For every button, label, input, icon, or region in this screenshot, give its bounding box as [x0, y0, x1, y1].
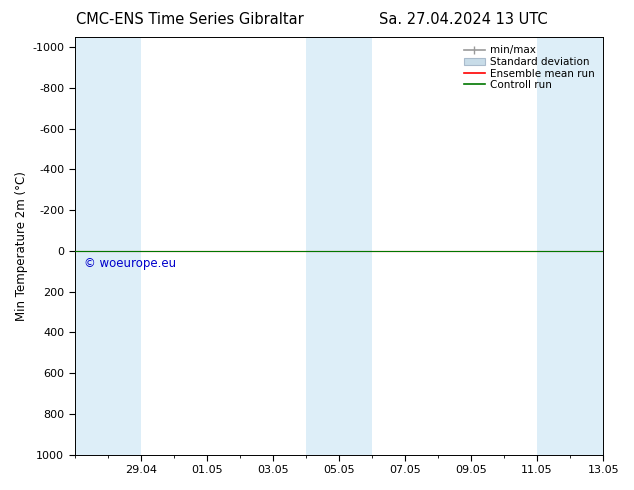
Y-axis label: Min Temperature 2m (°C): Min Temperature 2m (°C)	[15, 171, 28, 321]
Text: Sa. 27.04.2024 13 UTC: Sa. 27.04.2024 13 UTC	[378, 12, 547, 27]
Legend: min/max, Standard deviation, Ensemble mean run, Controll run: min/max, Standard deviation, Ensemble me…	[461, 42, 598, 93]
Bar	[75, 37, 141, 455]
Bar	[306, 37, 372, 455]
Bar	[537, 37, 603, 455]
Text: CMC-ENS Time Series Gibraltar: CMC-ENS Time Series Gibraltar	[76, 12, 304, 27]
Text: © woeurope.eu: © woeurope.eu	[84, 257, 177, 270]
